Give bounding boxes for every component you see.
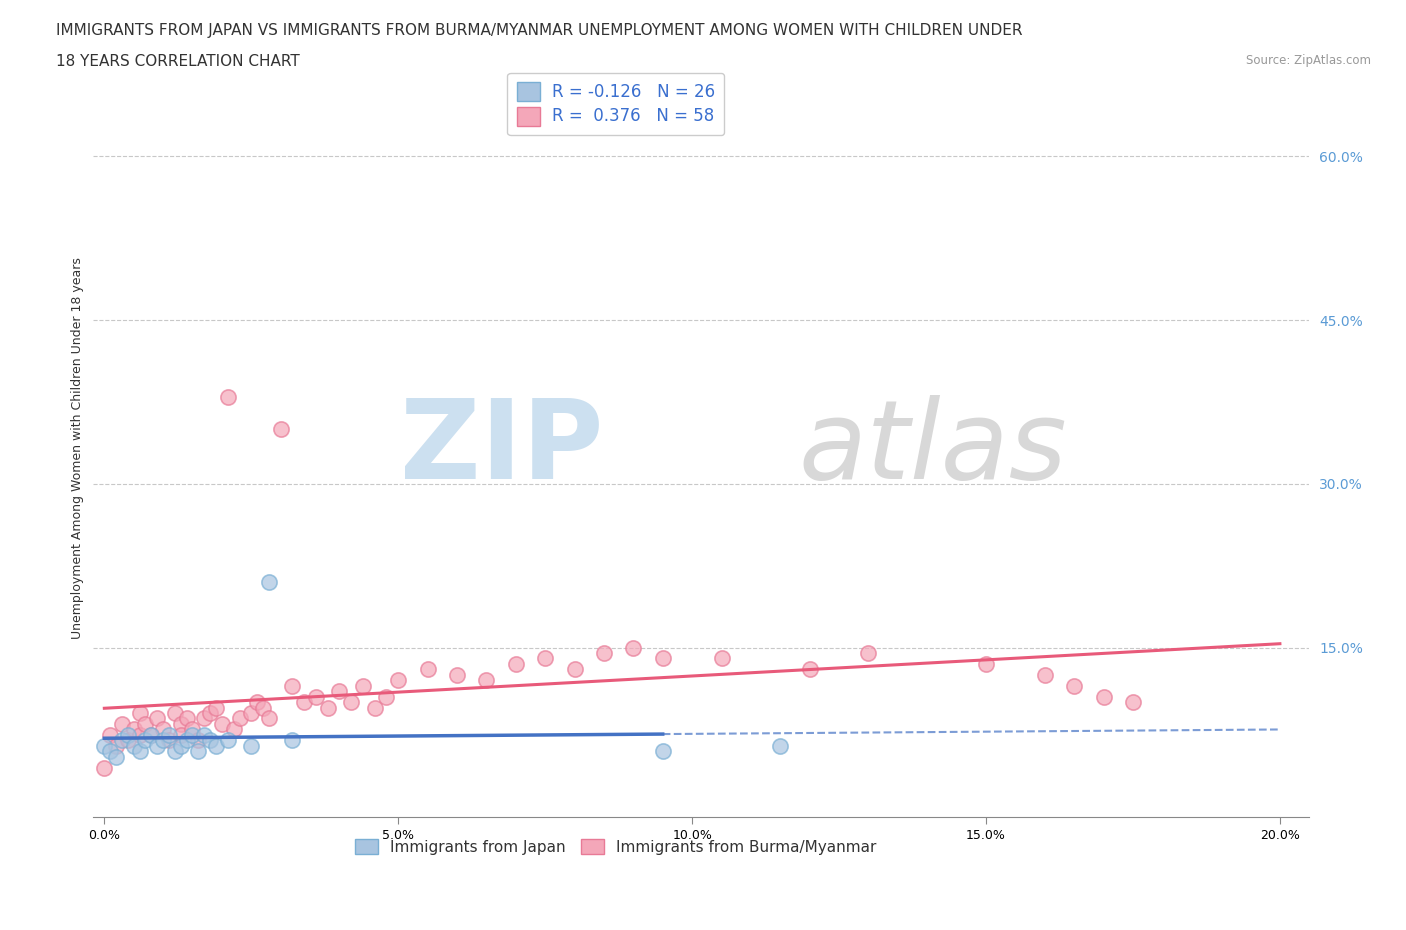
Point (651, 744, 673, 759)
Point (152, 733, 174, 748)
Point (146, 738, 169, 753)
Point (157, 733, 180, 748)
Point (446, 668, 468, 683)
Point (257, 575, 280, 590)
Point (128, 744, 150, 759)
Point (163, 744, 186, 759)
Point (117, 733, 139, 748)
Point (141, 727, 163, 742)
Point (593, 645, 616, 660)
Point (187, 744, 209, 759)
Point (364, 700, 387, 715)
Point (328, 684, 350, 698)
Point (205, 738, 228, 753)
Point (621, 640, 644, 655)
Point (141, 727, 163, 742)
Point (170, 727, 193, 742)
Point (340, 695, 363, 710)
Point (198, 733, 221, 748)
Point (769, 738, 792, 753)
Point (181, 722, 204, 737)
Point (710, 651, 733, 666)
Point (257, 711, 280, 726)
Text: Source: ZipAtlas.com: Source: ZipAtlas.com (1246, 54, 1371, 67)
Point (534, 651, 557, 666)
Point (305, 689, 328, 704)
Point (117, 727, 139, 742)
Point (193, 711, 215, 726)
Point (1092, 689, 1115, 704)
Point (281, 678, 304, 693)
Point (176, 711, 198, 726)
Point (122, 738, 145, 753)
Point (475, 673, 498, 688)
Y-axis label: Unemployment Among Women with Children Under 18 years: Unemployment Among Women with Children U… (72, 258, 84, 639)
Point (134, 716, 156, 731)
Point (93, 760, 115, 775)
Text: atlas: atlas (799, 395, 1067, 502)
Point (105, 738, 128, 753)
Point (205, 700, 228, 715)
Point (146, 711, 169, 726)
Point (128, 706, 150, 721)
Text: IMMIGRANTS FROM JAPAN VS IMMIGRANTS FROM BURMA/MYANMAR UNEMPLOYMENT AMONG WOMEN : IMMIGRANTS FROM JAPAN VS IMMIGRANTS FROM… (56, 23, 1022, 38)
Point (316, 700, 339, 715)
Point (505, 657, 527, 671)
Point (157, 727, 180, 742)
Point (292, 695, 315, 710)
Point (416, 662, 439, 677)
Point (187, 733, 209, 748)
Point (240, 706, 263, 721)
Point (352, 678, 374, 693)
Point (163, 706, 186, 721)
Point (152, 722, 174, 737)
Point (1122, 695, 1144, 710)
Point (176, 733, 198, 748)
Point (240, 738, 263, 753)
Point (93, 738, 115, 753)
Point (98, 727, 121, 742)
Point (111, 733, 134, 748)
Point (193, 727, 215, 742)
Point (799, 662, 821, 677)
Point (105, 750, 128, 764)
Point (134, 733, 156, 748)
Point (211, 716, 233, 731)
Point (198, 706, 221, 721)
Point (651, 651, 673, 666)
Point (181, 727, 204, 742)
Text: ZIP: ZIP (401, 395, 603, 502)
Point (252, 700, 274, 715)
Legend: Immigrants from Japan, Immigrants from Burma/Myanmar: Immigrants from Japan, Immigrants from B… (349, 832, 883, 860)
Point (170, 738, 193, 753)
Point (246, 695, 269, 710)
Point (217, 389, 239, 404)
Point (170, 716, 193, 731)
Point (375, 689, 398, 704)
Point (387, 673, 409, 688)
Point (228, 711, 250, 726)
Point (98, 744, 121, 759)
Point (974, 657, 997, 671)
Point (281, 733, 304, 748)
Point (111, 716, 134, 731)
Point (122, 722, 145, 737)
Point (217, 733, 239, 748)
Point (270, 422, 292, 437)
Point (1033, 668, 1056, 683)
Text: 18 YEARS CORRELATION CHART: 18 YEARS CORRELATION CHART (56, 54, 299, 69)
Point (1063, 678, 1085, 693)
Point (858, 645, 880, 660)
Point (564, 662, 586, 677)
Point (222, 722, 245, 737)
Point (128, 727, 150, 742)
